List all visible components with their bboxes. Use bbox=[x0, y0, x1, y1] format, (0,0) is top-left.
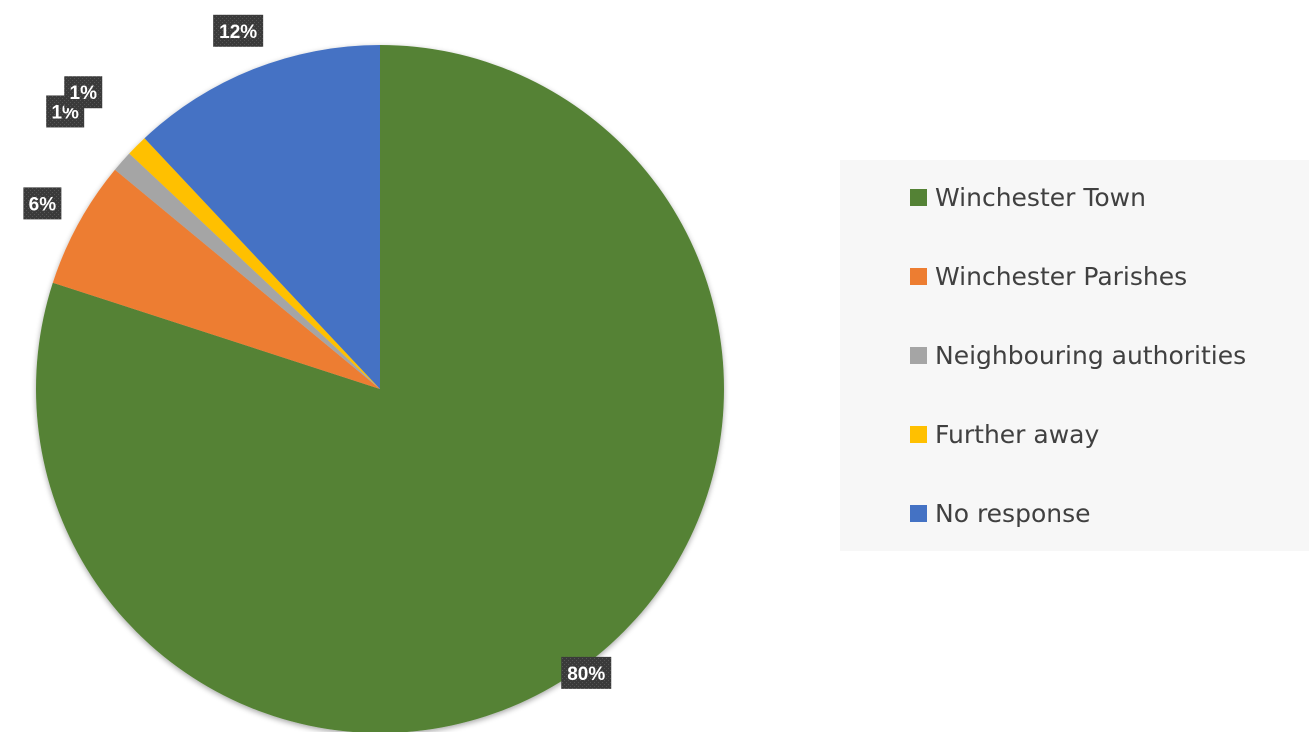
legend-label: Neighbouring authorities bbox=[935, 341, 1247, 370]
pie-slice-further-away bbox=[129, 138, 380, 389]
chart-legend: Winchester Town Winchester Parishes Neig… bbox=[840, 160, 1309, 551]
data-label-text: 80% bbox=[567, 664, 605, 685]
legend-label: Winchester Parishes bbox=[935, 262, 1188, 291]
pie-slice-no-response bbox=[144, 45, 380, 389]
legend-item-further-away: Further away bbox=[910, 420, 1309, 449]
data-label: 12% bbox=[213, 14, 264, 47]
legend-label: Further away bbox=[935, 420, 1100, 449]
data-label-text: 12% bbox=[219, 22, 257, 43]
data-label-box bbox=[561, 656, 612, 689]
data-label: 6% bbox=[23, 187, 62, 220]
legend-swatch bbox=[910, 347, 927, 364]
pie-slice-neighbouring-authorities bbox=[114, 153, 380, 389]
legend-item-winchester-town: Winchester Town bbox=[910, 183, 1309, 212]
data-label: 1% bbox=[64, 76, 103, 109]
data-label-text: 6% bbox=[29, 194, 57, 215]
legend-label: No response bbox=[935, 499, 1091, 528]
pie-slices bbox=[35, 45, 724, 732]
data-labels: 80%6%1%1%12% bbox=[23, 14, 612, 689]
legend-item-winchester-parishes: Winchester Parishes bbox=[910, 262, 1309, 291]
legend-swatch bbox=[910, 505, 927, 522]
legend-label: Winchester Town bbox=[935, 183, 1146, 212]
data-label-text: 1% bbox=[70, 83, 98, 104]
legend-item-neighbouring-authorities: Neighbouring authorities bbox=[910, 341, 1309, 370]
data-label-box bbox=[23, 187, 62, 220]
legend-swatch bbox=[910, 268, 927, 285]
legend-item-no-response: No response bbox=[910, 499, 1309, 528]
data-label-box bbox=[64, 76, 103, 109]
data-label: 80% bbox=[561, 656, 612, 689]
legend-swatch bbox=[910, 426, 927, 443]
data-label-box bbox=[213, 14, 264, 47]
pie-slice-winchester-parishes bbox=[52, 169, 381, 389]
legend-swatch bbox=[910, 189, 927, 206]
